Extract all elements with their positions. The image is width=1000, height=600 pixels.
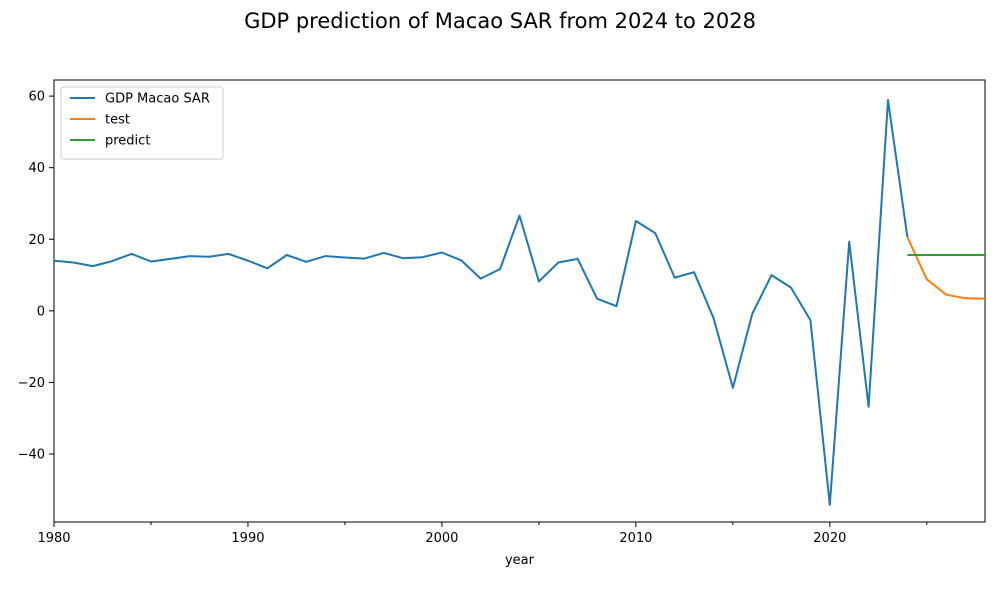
x-axis-label: year (505, 553, 535, 568)
x-tick-label: 1990 (231, 531, 264, 546)
x-tick-label: 2000 (425, 531, 458, 546)
chart-title: GDP prediction of Macao SAR from 2024 to… (244, 9, 756, 33)
y-tick-label: 60 (28, 90, 45, 105)
x-tick-label: 2010 (619, 531, 652, 546)
legend-label-2: predict (105, 134, 150, 149)
x-axis: 1980 1990 2000 2010 2020 (37, 522, 928, 546)
x-tick-label: 1980 (37, 531, 70, 546)
y-tick-label: 20 (28, 233, 45, 248)
legend-label-1: test (105, 113, 130, 128)
y-tick-label: 40 (28, 161, 45, 176)
y-tick-label: 0 (37, 304, 45, 319)
series-layer (54, 99, 985, 506)
y-tick-label: −20 (18, 376, 45, 391)
y-axis: −40 −20 0 20 40 60 (18, 90, 54, 463)
plot-frame (53, 79, 986, 523)
series-line-0 (54, 99, 909, 506)
x-tick-label: 2020 (813, 531, 846, 546)
plot-area: 1980 1990 2000 2010 2020 −40 −20 0 20 40 60 (18, 79, 986, 546)
y-tick-label: −40 (18, 448, 45, 463)
series-line-1 (906, 236, 985, 300)
legend: GDP Macao SAR test predict (60, 86, 224, 160)
legend-label-0: GDP Macao SAR (105, 92, 210, 107)
legend-box (60, 86, 224, 160)
